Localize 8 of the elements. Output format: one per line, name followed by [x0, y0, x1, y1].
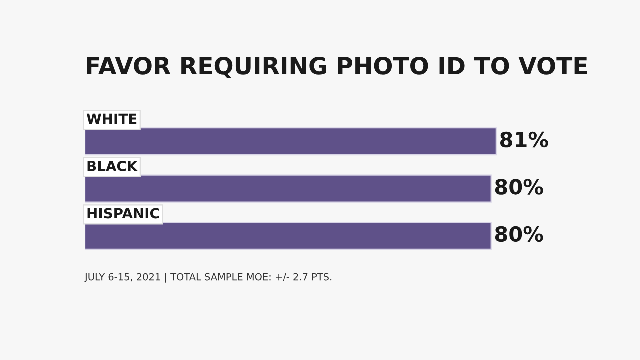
- y-tick-label: BLACK: [88, 160, 138, 172]
- y-tick-label: HISPANIC: [88, 208, 160, 219]
- data-label: 81%: [500, 132, 548, 148]
- y-tick-label: WHITE: [86, 114, 137, 124]
- text: JULY 6-15, 2021 | TOTAL SAMPLE MOE: +/- 2.7 PTS.: [84, 273, 332, 283]
- chart-title: FAVOR REQUIRING PHOTO ID TO VOTE: [87, 56, 588, 78]
- data-label: 80%: [495, 226, 544, 242]
- data-label: 80%: [495, 179, 544, 195]
